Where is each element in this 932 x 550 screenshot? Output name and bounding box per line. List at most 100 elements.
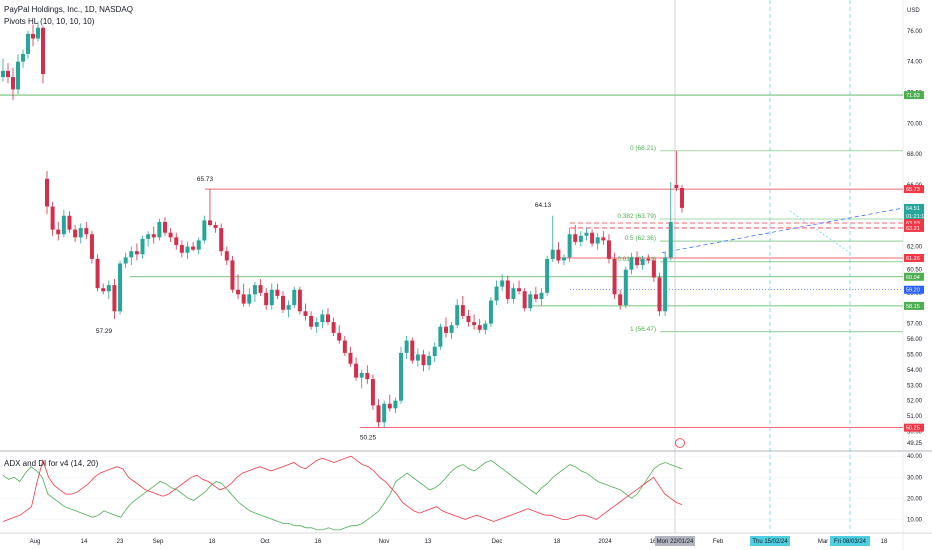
price-tag-label: 60.04 <box>906 275 920 281</box>
candle-body <box>606 240 611 259</box>
price-axis[interactable]: 76.0074.0072.0070.0068.0066.0064.0062.00… <box>904 8 927 523</box>
price-tag-label: 59.20 <box>906 288 920 294</box>
candle-body <box>584 232 589 236</box>
candle-body <box>393 400 398 409</box>
candle-body <box>472 322 477 326</box>
candle-body <box>517 288 522 292</box>
candle-body <box>415 354 420 361</box>
candle-body <box>213 225 218 229</box>
candle-body <box>11 77 15 90</box>
candlesticks <box>1 21 684 428</box>
candle-body <box>50 206 55 230</box>
price-tag <box>904 185 924 194</box>
price-tag-label: 61.26 <box>906 256 920 262</box>
price-tick-label: 68.00 <box>907 152 923 158</box>
adx-tick-label: 40.00 <box>907 454 923 460</box>
price-tag-label: 71.83 <box>906 93 920 99</box>
fib-label: 1 (56.47) <box>630 326 656 333</box>
candle-body <box>56 229 61 235</box>
indicator-adx-label: ADX and DI for v4 (14, 20) <box>4 459 99 468</box>
candle-body <box>106 285 111 292</box>
candle-body <box>236 289 241 295</box>
time-tick-label: 18 <box>554 539 561 545</box>
price-tick-label: 74.00 <box>907 60 923 66</box>
time-tick-label: 13 <box>425 539 432 545</box>
candle-body <box>680 188 684 208</box>
fib-label: 0.382 (63.79) <box>617 213 656 220</box>
candle-body <box>438 326 443 347</box>
candle-body <box>140 238 145 255</box>
price-tag-label: 50.25 <box>906 426 920 432</box>
candle-body <box>545 258 550 293</box>
candle-body <box>483 323 488 330</box>
candle-body <box>404 340 409 353</box>
pivot-label: 50.25 <box>360 435 377 442</box>
candle-body <box>443 326 448 333</box>
candle-body <box>191 246 196 250</box>
adx-pane <box>0 455 903 531</box>
price-tick-label: 49.25 <box>907 441 923 447</box>
candle-body <box>635 257 640 266</box>
candle-body <box>196 240 201 250</box>
candle-body <box>123 257 128 264</box>
candle-body <box>101 288 106 292</box>
chart-title: PayPal Holdings, Inc., 1D, NASDAQ <box>4 5 133 14</box>
candle-body <box>601 237 606 241</box>
projection-lines <box>661 0 904 533</box>
price-tick-label: 50.00 <box>907 430 923 436</box>
candle-body <box>449 325 454 333</box>
candle-body <box>6 70 10 78</box>
candle-body <box>207 220 212 225</box>
price-tag-label: 64.51 <box>906 206 920 212</box>
time-tick-label: 18 <box>881 539 888 545</box>
candle-body <box>590 232 595 244</box>
candle-body <box>342 340 347 353</box>
candle-body <box>505 280 510 299</box>
alert-icon <box>675 438 685 448</box>
price-tick-label: 52.00 <box>907 399 923 405</box>
candle-body <box>640 258 645 266</box>
candle-body <box>275 289 280 296</box>
candle-body <box>623 269 628 306</box>
candle-body <box>168 232 173 238</box>
candle-body <box>376 405 381 423</box>
date-tag <box>655 536 695 546</box>
price-tick-label: 56.00 <box>907 337 923 343</box>
price-tag <box>904 423 924 432</box>
candle-body <box>539 292 544 299</box>
date-tag-label: Thu 15/02/24 <box>752 539 788 545</box>
candle-body <box>1 70 5 78</box>
candle-body <box>264 292 269 306</box>
indicator-pivots-label: Pivots HL (10, 10, 10, 10) <box>4 17 95 26</box>
candle-body <box>219 228 224 252</box>
price-tag <box>904 272 924 281</box>
candle-body <box>157 221 162 238</box>
price-tick-label: 51.00 <box>907 414 923 420</box>
time-tick-label: 18 <box>209 539 216 545</box>
price-tag <box>904 253 924 262</box>
time-axis[interactable]: Aug 14 23 Sep 18 Oct 16 Nov 13 Dec 18 2024 16 Feb Mar 1… <box>30 536 888 546</box>
candle-body <box>258 285 263 293</box>
price-tick-label: 70.00 <box>907 121 923 127</box>
price-tag-label: 63.21 <box>906 226 920 232</box>
candle-body <box>185 246 190 253</box>
price-tag <box>904 301 924 310</box>
projection-line <box>789 210 851 254</box>
candle-body <box>646 258 651 261</box>
price-tick-label: 53.00 <box>907 383 923 389</box>
price-tag-label: 58.15 <box>906 304 920 310</box>
candle-body <box>348 352 353 364</box>
candle-body <box>629 257 634 270</box>
candle-body <box>269 289 274 306</box>
time-tick-label: Oct <box>260 539 270 545</box>
candle-body <box>561 257 566 261</box>
price-tag <box>904 285 924 294</box>
candle-body <box>73 229 78 238</box>
candle-body <box>41 27 45 74</box>
candle-body <box>151 234 156 238</box>
candle-body <box>320 314 325 323</box>
candle-body <box>612 258 617 295</box>
candle-body <box>78 228 83 238</box>
